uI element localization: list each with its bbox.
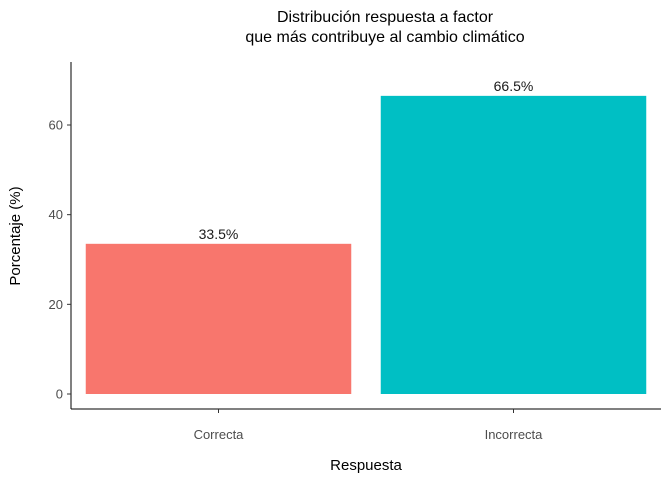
x-tick-label-incorrecta: Incorrecta bbox=[485, 427, 544, 442]
x-tick-label-correcta: Correcta bbox=[194, 427, 245, 442]
bars-group bbox=[85, 95, 647, 395]
y-tick-label-0: 0 bbox=[56, 387, 63, 402]
chart-title-line-2: que más contribuye al cambio climático bbox=[245, 29, 524, 46]
bar-incorrecta bbox=[380, 95, 647, 395]
data-label-correcta: 33.5% bbox=[199, 226, 239, 242]
x-ticks-group: Correcta Incorrecta bbox=[194, 409, 544, 442]
data-label-incorrecta: 66.5% bbox=[494, 78, 534, 94]
bar-correcta bbox=[85, 243, 352, 394]
y-ticks-group: 0 20 40 60 bbox=[49, 118, 71, 402]
y-tick-label-60: 60 bbox=[49, 118, 63, 133]
chart-title-line-1: Distribución respuesta a factor bbox=[277, 9, 494, 26]
y-tick-label-20: 20 bbox=[49, 297, 63, 312]
y-axis-title: Porcentaje (%) bbox=[7, 186, 24, 285]
data-labels-group: 33.5% 66.5% bbox=[199, 78, 534, 242]
x-axis-title: Respuesta bbox=[330, 457, 402, 474]
y-tick-label-40: 40 bbox=[49, 207, 63, 222]
